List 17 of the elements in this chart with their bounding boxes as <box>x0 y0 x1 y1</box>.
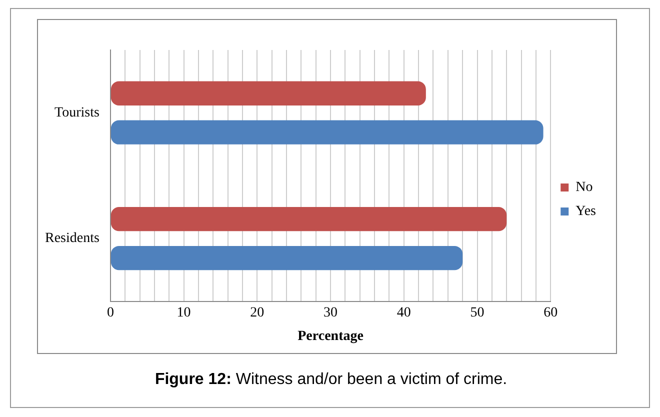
x-tick-label: 10 <box>176 305 191 320</box>
legend-label: No <box>576 180 593 196</box>
bar <box>110 81 426 106</box>
y-tick-label: Residents <box>44 231 100 246</box>
x-tick-label: 30 <box>324 305 338 320</box>
bar <box>110 120 544 144</box>
x-tick-label: 20 <box>250 305 264 320</box>
bar <box>110 206 507 232</box>
x-tick-label: 60 <box>544 305 558 320</box>
x-tick-label: 40 <box>396 305 411 320</box>
x-tick-label: 0 <box>106 305 114 320</box>
caption: Figure 12: Witness and/or been a victim of crime. <box>154 371 508 389</box>
x-axis-title: Percentage <box>298 329 364 344</box>
legend-label: Yes <box>576 204 596 220</box>
bar <box>110 246 463 270</box>
y-tick-label: Tourists <box>54 106 100 121</box>
x-tick-label: 50 <box>470 305 484 320</box>
